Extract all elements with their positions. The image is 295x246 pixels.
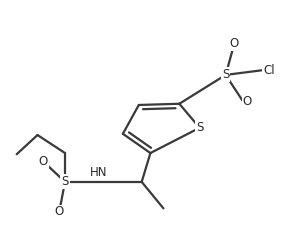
Text: O: O <box>243 95 252 108</box>
Text: O: O <box>55 205 64 218</box>
Text: O: O <box>230 37 239 50</box>
Text: S: S <box>61 175 69 188</box>
Text: HN: HN <box>90 166 107 179</box>
Text: O: O <box>39 155 48 168</box>
Text: S: S <box>196 121 203 134</box>
Text: S: S <box>222 68 229 81</box>
Text: Cl: Cl <box>263 64 275 77</box>
